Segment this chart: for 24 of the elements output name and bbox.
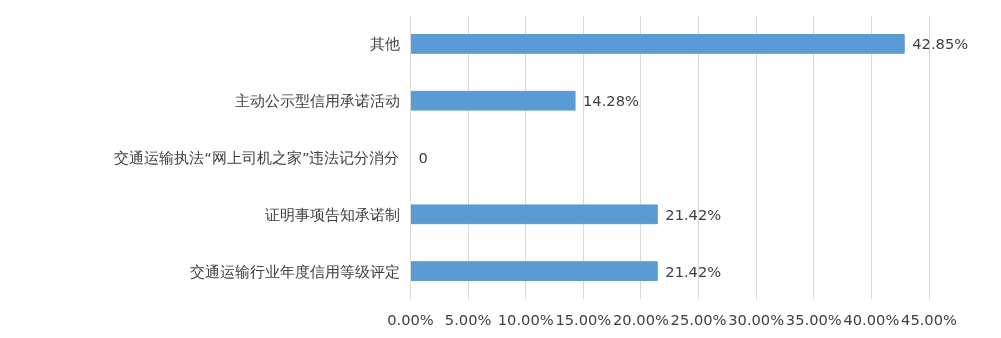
- x-tick-label: 0.00%: [387, 310, 434, 328]
- data-label: 21.42%: [665, 205, 722, 223]
- x-tick-label: 45.00%: [901, 310, 958, 328]
- data-label: 42.85%: [912, 35, 969, 53]
- x-tick-label: 35.00%: [785, 310, 842, 328]
- y-tick-label: 交通运输行业年度信用等级评定: [189, 262, 400, 280]
- bar: [410, 90, 576, 111]
- x-tick-label: 25.00%: [670, 310, 727, 328]
- x-tick-label: 15.00%: [555, 310, 612, 328]
- x-tick-label: 5.00%: [444, 310, 492, 328]
- y-tick-label: 其他: [369, 35, 400, 53]
- data-label: 14.28%: [583, 92, 639, 110]
- data-label: 0: [418, 148, 428, 166]
- y-tick-label: 证明事项告知承诺制: [264, 205, 400, 223]
- x-tick-label: 10.00%: [497, 310, 554, 328]
- data-label: 21.42%: [665, 262, 722, 280]
- x-tick-label: 40.00%: [843, 310, 900, 328]
- x-tick-label: 30.00%: [728, 310, 785, 328]
- y-tick-label: 交通运输执法“网上司机之家”违法记分消分: [114, 149, 400, 166]
- y-tick-label: 主动公示型信用承诺活动: [234, 92, 400, 110]
- bar: [410, 261, 658, 281]
- bar: [410, 34, 905, 54]
- bar: [410, 204, 658, 225]
- x-tick-label: 20.00%: [613, 310, 669, 328]
